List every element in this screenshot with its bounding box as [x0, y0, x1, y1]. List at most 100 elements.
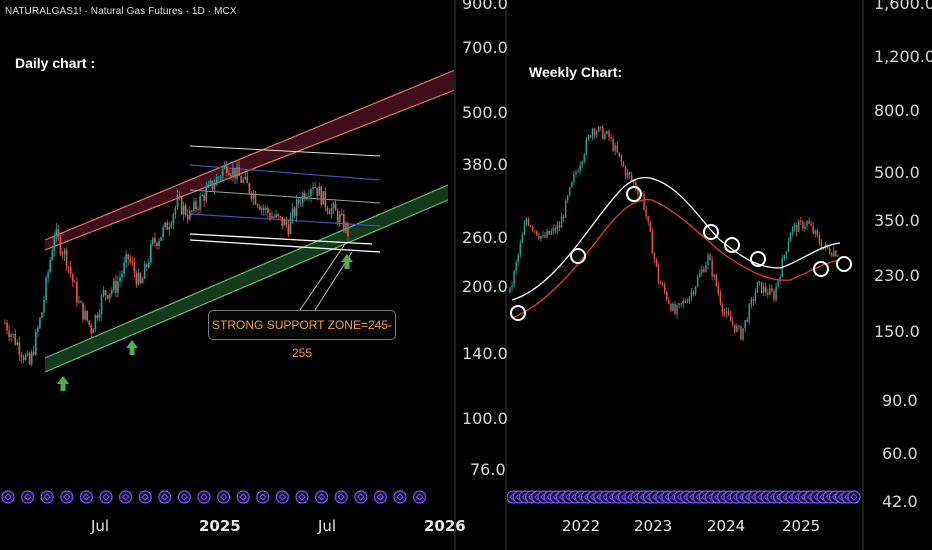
- candle-body: [519, 243, 522, 255]
- candle-body: [191, 210, 193, 212]
- event-icon-glyph: [259, 493, 267, 501]
- candle-body: [604, 133, 606, 139]
- event-icon: [275, 490, 289, 504]
- event-icon: [236, 490, 250, 504]
- candle-body: [614, 145, 616, 151]
- candle-body: [88, 320, 90, 325]
- candle-body: [32, 351, 35, 355]
- candle-body: [762, 286, 765, 293]
- candle-body: [529, 225, 532, 227]
- candle-body: [57, 229, 60, 237]
- candle-body: [655, 258, 658, 267]
- candle-body: [795, 224, 798, 233]
- candle-body: [256, 204, 259, 207]
- support-line-1: [189, 233, 373, 245]
- candle-body: [633, 180, 635, 183]
- candle-body: [106, 295, 109, 299]
- candle-body: [816, 230, 819, 236]
- candle-body: [620, 155, 623, 163]
- candle-body: [511, 285, 513, 287]
- weekly-axis-separator: [862, 0, 864, 550]
- daily-x-tick: Jul: [91, 517, 110, 535]
- candle-body: [199, 195, 201, 210]
- candle-body: [322, 191, 325, 205]
- candle-body: [35, 331, 37, 355]
- candle-body: [618, 152, 621, 156]
- candle-body: [254, 193, 257, 205]
- candle-body: [637, 188, 639, 194]
- range-blue-upper: [189, 164, 381, 181]
- candle-body: [43, 299, 45, 313]
- candle-body: [334, 203, 337, 211]
- candle-body: [682, 300, 684, 304]
- event-icon: [413, 490, 427, 504]
- candle-body: [562, 217, 565, 219]
- candle-body: [723, 312, 726, 314]
- event-icon: [197, 490, 211, 504]
- candle-body: [59, 236, 62, 254]
- candle-body: [189, 210, 191, 220]
- event-icon-glyph: [141, 493, 149, 501]
- candle-body: [641, 192, 643, 194]
- candle-body: [123, 262, 125, 274]
- daily-axis-separator: [454, 0, 456, 550]
- candle-body: [135, 273, 138, 285]
- candle-body: [197, 209, 199, 211]
- event-icon-glyph: [278, 493, 287, 501]
- daily-x-tick: 2026: [424, 517, 466, 535]
- event-icon: [334, 490, 348, 504]
- candle-body: [301, 192, 304, 203]
- candle-body: [90, 324, 93, 334]
- candle-body: [258, 206, 261, 210]
- touch-circle: [836, 256, 852, 272]
- candle-body: [228, 172, 230, 176]
- candle-body: [635, 182, 637, 189]
- candle-body: [581, 161, 583, 166]
- candle-body: [657, 266, 660, 283]
- candle-body: [137, 273, 140, 285]
- candle-body: [709, 254, 711, 261]
- candle-body: [314, 187, 316, 189]
- candle-body: [168, 226, 171, 230]
- candle-body: [299, 202, 302, 204]
- candle-body: [195, 201, 197, 210]
- lower-channel-bottom: [44, 199, 449, 373]
- candle-body: [45, 277, 47, 300]
- candle-body: [234, 167, 236, 179]
- support-zone-annotation: STRONG SUPPORT ZONE=245-255: [208, 310, 396, 360]
- candle-body: [110, 289, 113, 294]
- candle-body: [26, 353, 29, 356]
- candle-body: [104, 290, 107, 296]
- event-icon: [354, 490, 368, 504]
- candle-body: [696, 277, 699, 287]
- candle-body: [775, 286, 777, 300]
- candle-body: [182, 205, 185, 215]
- candle-body: [20, 354, 23, 358]
- candle-body: [645, 209, 647, 217]
- candle-body: [752, 299, 755, 301]
- daily-x-tick: 2025: [199, 517, 241, 535]
- candle-body: [583, 154, 585, 162]
- candle-body: [215, 177, 218, 186]
- candle-body: [630, 175, 633, 181]
- candle-body: [39, 317, 41, 328]
- candle-body: [326, 207, 329, 212]
- candle-body: [164, 222, 166, 228]
- candle-body: [719, 293, 722, 304]
- candle-body: [835, 250, 837, 257]
- daily-y-tick: 900.0: [462, 0, 508, 13]
- candle-body: [242, 179, 245, 183]
- candle-body: [156, 242, 158, 247]
- candle-body: [626, 172, 629, 177]
- candle-body: [271, 216, 273, 219]
- candle-body: [238, 166, 240, 176]
- candle-body: [531, 226, 534, 231]
- event-icon-glyph: [43, 493, 51, 501]
- event-icon: [79, 490, 94, 504]
- candle-body: [338, 214, 341, 222]
- candle-body: [686, 301, 689, 303]
- candle-body: [328, 211, 331, 215]
- weekly-y-tick: 150.0: [874, 322, 920, 341]
- candle-body: [160, 236, 162, 241]
- candle-body: [699, 273, 701, 278]
